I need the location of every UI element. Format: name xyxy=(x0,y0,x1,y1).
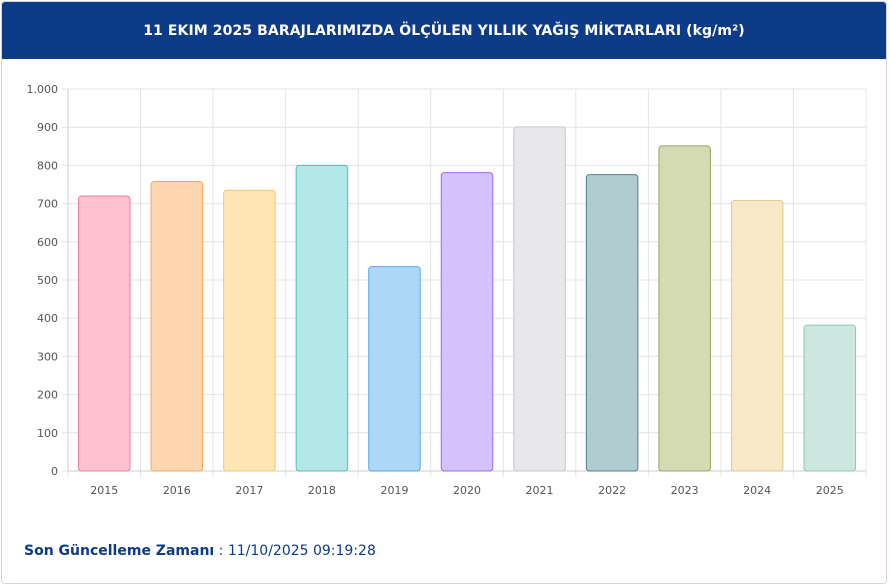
bar-2022 xyxy=(585,174,639,472)
x-tick-label: 2021 xyxy=(526,484,554,497)
y-tick-label: 800 xyxy=(37,159,58,172)
x-tick-label: 2019 xyxy=(380,484,408,497)
x-tick-label: 2016 xyxy=(163,484,191,497)
x-tick-label: 2022 xyxy=(598,484,626,497)
y-tick-label: 0 xyxy=(51,465,58,478)
last-update: Son Güncelleme Zamanı : 11/10/2025 09:19… xyxy=(24,543,376,559)
y-tick-label: 1.000 xyxy=(27,83,59,96)
y-tick-label: 700 xyxy=(37,198,58,211)
chart-header: 11 EKIM 2025 BARAJLARIMIZDA ÖLÇÜLEN YILL… xyxy=(2,2,886,59)
y-tick-label: 600 xyxy=(37,236,58,249)
y-tick-label: 400 xyxy=(37,312,58,325)
chart-title: 11 EKIM 2025 BARAJLARIMIZDA ÖLÇÜLEN YILL… xyxy=(143,22,745,39)
y-tick-label: 300 xyxy=(37,350,58,363)
bar-2025 xyxy=(803,324,856,472)
x-tick-label: 2018 xyxy=(308,484,336,497)
bar-2024 xyxy=(730,200,784,472)
x-tick-label: 2024 xyxy=(743,484,771,497)
x-tick-label: 2015 xyxy=(90,484,118,497)
bar-2020 xyxy=(440,172,494,472)
x-tick-label: 2025 xyxy=(816,484,844,497)
last-update-separator: : xyxy=(214,543,228,559)
bar-2018 xyxy=(295,164,349,472)
y-tick-label: 200 xyxy=(37,389,58,402)
y-tick-label: 500 xyxy=(37,274,58,287)
x-tick-label: 2020 xyxy=(453,484,481,497)
bar-2023 xyxy=(658,145,711,472)
last-update-label: Son Güncelleme Zamanı xyxy=(24,543,215,559)
y-tick-label: 900 xyxy=(37,121,58,134)
bar-2016 xyxy=(150,180,204,472)
bar-2021 xyxy=(513,126,566,472)
x-tick-label: 2023 xyxy=(671,484,699,497)
y-tick-label: 100 xyxy=(37,427,58,440)
bar-2015 xyxy=(78,195,131,472)
last-update-value: 11/10/2025 09:19:28 xyxy=(227,543,376,559)
bar-chart: 0 100 200 300 400 500 600 700 800 900 1.000 2015 201… xyxy=(27,83,867,497)
bar-2019 xyxy=(368,266,421,472)
bar-2017 xyxy=(223,189,276,472)
x-tick-label: 2017 xyxy=(235,484,263,497)
